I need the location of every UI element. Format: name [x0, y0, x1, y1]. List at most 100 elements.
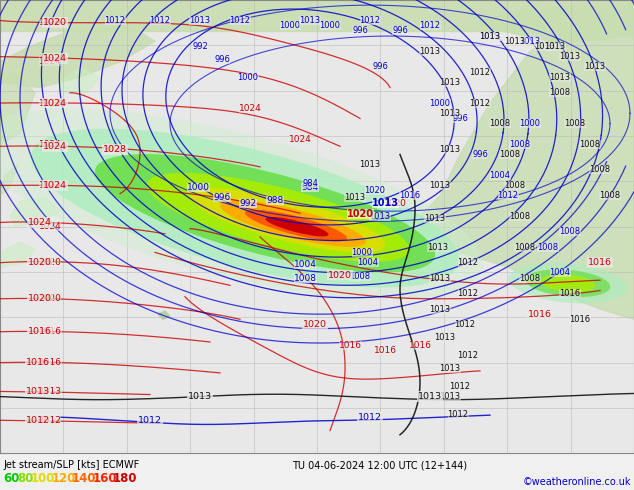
Text: 1000: 1000 — [238, 73, 259, 82]
Text: 80: 80 — [17, 471, 34, 485]
Text: 996: 996 — [392, 26, 408, 35]
Text: 996: 996 — [372, 62, 388, 72]
Text: 1008: 1008 — [579, 140, 600, 149]
Text: 1012: 1012 — [420, 21, 441, 30]
Text: 1013: 1013 — [585, 62, 605, 72]
Text: 1012: 1012 — [470, 68, 491, 76]
Text: 1000: 1000 — [429, 98, 451, 107]
Text: 1013: 1013 — [429, 181, 451, 190]
Ellipse shape — [245, 210, 347, 242]
Text: 1024: 1024 — [288, 135, 311, 144]
Text: 1000: 1000 — [186, 183, 209, 192]
Text: 1013: 1013 — [418, 392, 442, 401]
Text: 1013: 1013 — [479, 31, 501, 41]
Text: 1013: 1013 — [359, 160, 380, 170]
Text: 996: 996 — [472, 150, 488, 159]
Text: 1013: 1013 — [188, 392, 212, 401]
Text: 1012: 1012 — [458, 289, 479, 298]
Text: 1013: 1013 — [439, 109, 460, 118]
Text: 1020: 1020 — [303, 320, 327, 329]
Text: 1013: 1013 — [439, 392, 460, 401]
Text: 1013: 1013 — [439, 145, 460, 154]
Text: 1020: 1020 — [39, 294, 61, 303]
Text: 1013: 1013 — [429, 304, 451, 314]
Ellipse shape — [147, 173, 409, 262]
Polygon shape — [420, 0, 634, 319]
Text: 1013: 1013 — [559, 52, 581, 61]
Text: 1020: 1020 — [28, 258, 52, 267]
Text: 1016: 1016 — [26, 358, 50, 367]
Text: 1013: 1013 — [550, 73, 571, 82]
Text: 1020: 1020 — [43, 18, 67, 27]
Text: 1012: 1012 — [138, 416, 162, 425]
Text: 1013: 1013 — [439, 78, 460, 87]
Text: 1012: 1012 — [230, 16, 250, 25]
Text: 1004: 1004 — [358, 258, 378, 267]
Text: 1013: 1013 — [372, 198, 399, 208]
Text: 984: 984 — [301, 183, 318, 192]
Text: 1013: 1013 — [505, 37, 526, 46]
Text: TU 04-06-2024 12:00 UTC (12+144): TU 04-06-2024 12:00 UTC (12+144) — [292, 460, 467, 470]
Text: 1012: 1012 — [458, 258, 479, 267]
Text: Jet stream/SLP [kts] ECMWF: Jet stream/SLP [kts] ECMWF — [3, 460, 139, 470]
Text: 1016: 1016 — [39, 358, 61, 367]
Text: 1013: 1013 — [519, 37, 541, 46]
Ellipse shape — [541, 274, 595, 293]
Text: 1024: 1024 — [43, 54, 67, 63]
Text: 1012: 1012 — [358, 413, 382, 422]
Text: 1020: 1020 — [328, 270, 352, 279]
Text: 140: 140 — [72, 471, 96, 485]
Text: 1024: 1024 — [39, 181, 61, 190]
Text: 1016: 1016 — [528, 310, 552, 318]
Text: 1024: 1024 — [43, 98, 67, 107]
Text: 1008: 1008 — [510, 212, 531, 221]
Polygon shape — [480, 5, 634, 43]
Text: 1008: 1008 — [505, 181, 526, 190]
Polygon shape — [158, 311, 170, 319]
Text: 1008: 1008 — [519, 273, 541, 283]
Text: 1013: 1013 — [299, 16, 321, 25]
Text: 1016: 1016 — [28, 327, 52, 336]
Text: 1008: 1008 — [510, 140, 531, 149]
Text: 1013: 1013 — [534, 42, 555, 51]
Ellipse shape — [31, 129, 459, 288]
Text: 984: 984 — [302, 179, 318, 188]
Ellipse shape — [266, 217, 328, 236]
Text: 1013: 1013 — [434, 333, 456, 343]
Text: 1008: 1008 — [564, 119, 586, 128]
Text: 1008: 1008 — [599, 191, 621, 200]
Text: 1016: 1016 — [569, 315, 590, 324]
Text: 1008: 1008 — [514, 243, 536, 252]
Text: 1013: 1013 — [420, 47, 441, 56]
Text: 1000: 1000 — [280, 21, 301, 30]
Text: 1013: 1013 — [427, 243, 449, 252]
Text: 180: 180 — [113, 471, 138, 485]
Text: 1012: 1012 — [498, 191, 519, 200]
Text: ©weatheronline.co.uk: ©weatheronline.co.uk — [522, 477, 631, 487]
Text: 1000: 1000 — [351, 248, 373, 257]
Ellipse shape — [508, 263, 628, 303]
Text: 1012: 1012 — [458, 351, 479, 360]
Text: 1016: 1016 — [559, 289, 581, 298]
Polygon shape — [0, 242, 35, 268]
Text: 1000: 1000 — [320, 21, 340, 30]
Text: 1024: 1024 — [39, 57, 61, 66]
Text: 1013: 1013 — [545, 42, 566, 51]
Text: 160: 160 — [93, 471, 117, 485]
Text: 1020: 1020 — [347, 209, 373, 219]
Text: 1016: 1016 — [39, 327, 61, 336]
Ellipse shape — [191, 189, 385, 252]
Polygon shape — [10, 198, 60, 226]
Text: 1013: 1013 — [344, 193, 366, 202]
Text: 1028: 1028 — [103, 145, 127, 154]
Text: 1012: 1012 — [470, 98, 491, 107]
Polygon shape — [0, 165, 18, 196]
Text: 1004: 1004 — [550, 269, 571, 277]
Text: 1004: 1004 — [489, 171, 510, 180]
Polygon shape — [0, 72, 35, 144]
Text: 1013: 1013 — [429, 273, 451, 283]
Text: 1020: 1020 — [39, 258, 61, 267]
Text: 996: 996 — [214, 193, 231, 202]
Text: 1013: 1013 — [370, 212, 391, 221]
Text: 120: 120 — [51, 471, 76, 485]
